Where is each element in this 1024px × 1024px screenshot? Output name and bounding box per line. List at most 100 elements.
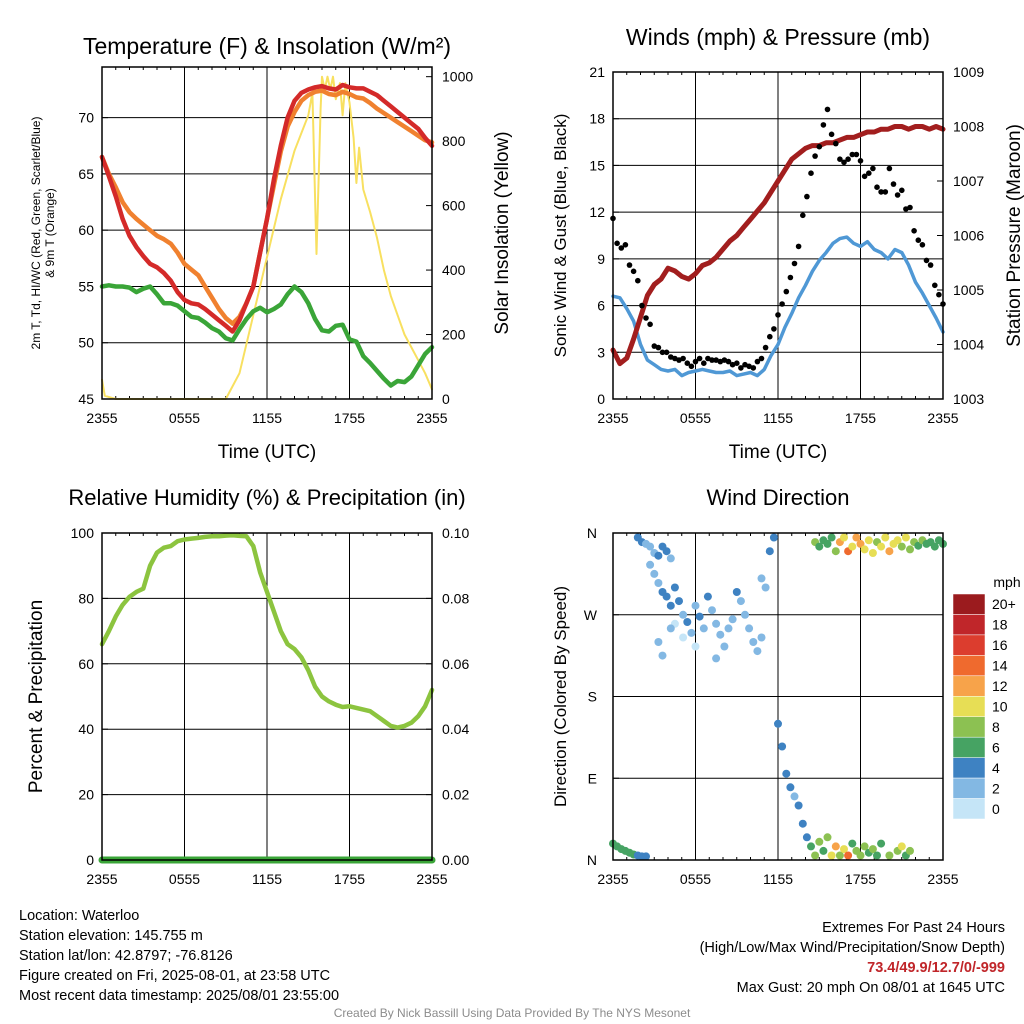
wind-gust-point [820,122,827,128]
wind-gust-point [878,189,884,195]
rh-y-tick-label: 20 [78,787,94,803]
dir-point [745,624,754,633]
dir-point [646,560,655,569]
wind-x-tick-label: 0555 [680,410,711,426]
wind-y-tick-label: 0 [597,391,605,407]
wind-gust-point [816,143,823,150]
wind-gust-point [713,357,719,363]
wind-series-speed [611,235,945,378]
wind-gust-point [936,291,942,298]
dir-point [827,851,836,860]
dir-point [827,533,836,542]
wind-gust-point [923,257,930,264]
wind-y-tick-label: 12 [589,204,605,220]
dir-point [877,542,886,551]
rh-y2-tick-label: 0.06 [442,656,469,672]
temp-y2-tick-label: 0 [442,391,450,407]
dir-plot-frame [612,532,944,861]
wind-gust-point [828,131,835,138]
wind-gust-point [643,315,649,321]
wind-gust-point [709,357,715,363]
rh-y-tick-label: 40 [78,721,94,737]
rh-x-tick-label: 2355 [416,871,447,887]
dir-x-tick-label: 2355 [597,871,628,887]
dir-point [856,851,865,860]
colorbar-swatch [952,593,986,615]
wind-y-tick-label: 18 [589,111,605,127]
dir-y-tick-label: N [587,525,597,541]
temp-y-tick-label: 45 [78,391,94,407]
dir-point [757,633,766,642]
temp-y-tick-label: 60 [78,222,94,238]
temp-x-tick-label: 0555 [169,410,200,426]
temp-plot-frame [101,66,433,400]
location-text: Location: Waterloo [19,908,140,924]
wind-y-label: Sonic Wind & Gust (Blue, Black) [551,114,570,358]
wind-gust-point [688,363,695,370]
wind-gust-point [655,344,662,351]
dir-point [650,569,659,578]
temp-title: Temperature (F) & Insolation (W/m²) [83,33,451,59]
colorbar-label: 10 [992,699,1008,715]
temp-y2-tick-label: 1000 [442,69,473,85]
colorbar-swatch [952,757,986,779]
rh-y2-tick-label: 0.04 [442,721,469,737]
colorbar-label: 18 [992,617,1008,633]
rh-series-humidity [99,533,435,730]
station-info: Location: Waterloo Station elevation: 14… [19,906,339,1006]
temp-x-label: Time (UTC) [218,442,317,463]
wind-gust-point [853,151,860,158]
wind-gust-point [618,245,625,251]
rh-y2-tick-label: 0.00 [442,852,469,868]
wind-x-tick-label: 2355 [927,410,958,426]
dir-point [840,845,848,854]
dir-point [753,647,762,656]
wind-gust-point [857,158,864,164]
max-gust-text: Max Gust: 20 mph On 08/01 at 1645 UTC [736,980,1005,996]
dir-point [835,851,844,860]
wind-gust-point [746,363,752,370]
dir-y-tick-label: W [584,607,598,623]
dir-point [893,536,902,545]
wind-gust-point [870,165,876,172]
dir-point [708,606,716,615]
rh-x-tick-label: 1755 [334,871,365,887]
wind-gust-point [622,242,629,248]
dir-point [728,615,737,624]
dir-point [679,610,688,619]
dir-point [786,783,795,792]
temp-y-label-line2: & 9m T (Orange) [43,188,57,278]
dir-point [662,547,671,556]
wind-gust-point [808,170,814,176]
dir-point [885,547,894,556]
wind-gust-point [874,184,880,190]
wind-gust-point [614,240,620,247]
dir-point [831,547,840,556]
wind-gust-point [635,277,641,284]
rh-y-tick-label: 100 [71,525,95,541]
wind-gust-point [725,358,732,365]
wind-gust-point [800,212,806,219]
wind-gust-point [849,151,856,158]
dir-point [658,651,667,660]
dir-point [691,601,700,610]
wind-gust-point [754,358,761,365]
wind-gust-point [824,106,831,113]
wind-y-tick-label: 21 [589,64,605,80]
dir-point [699,624,708,633]
wind-gust-point [771,326,777,332]
wind-gust-point [899,187,905,194]
dir-point [724,624,733,633]
dir-point [691,642,700,651]
dir-point [666,624,675,633]
colorbar-label: 4 [992,760,1000,776]
dir-point [906,545,914,554]
colorbar-swatch [952,675,986,697]
wind-gust-point [663,349,670,356]
dir-point [757,574,766,583]
dir-point [741,610,749,619]
wind-gust-point [696,355,703,362]
colorbar-swatch [952,777,986,799]
dir-point [881,533,890,542]
